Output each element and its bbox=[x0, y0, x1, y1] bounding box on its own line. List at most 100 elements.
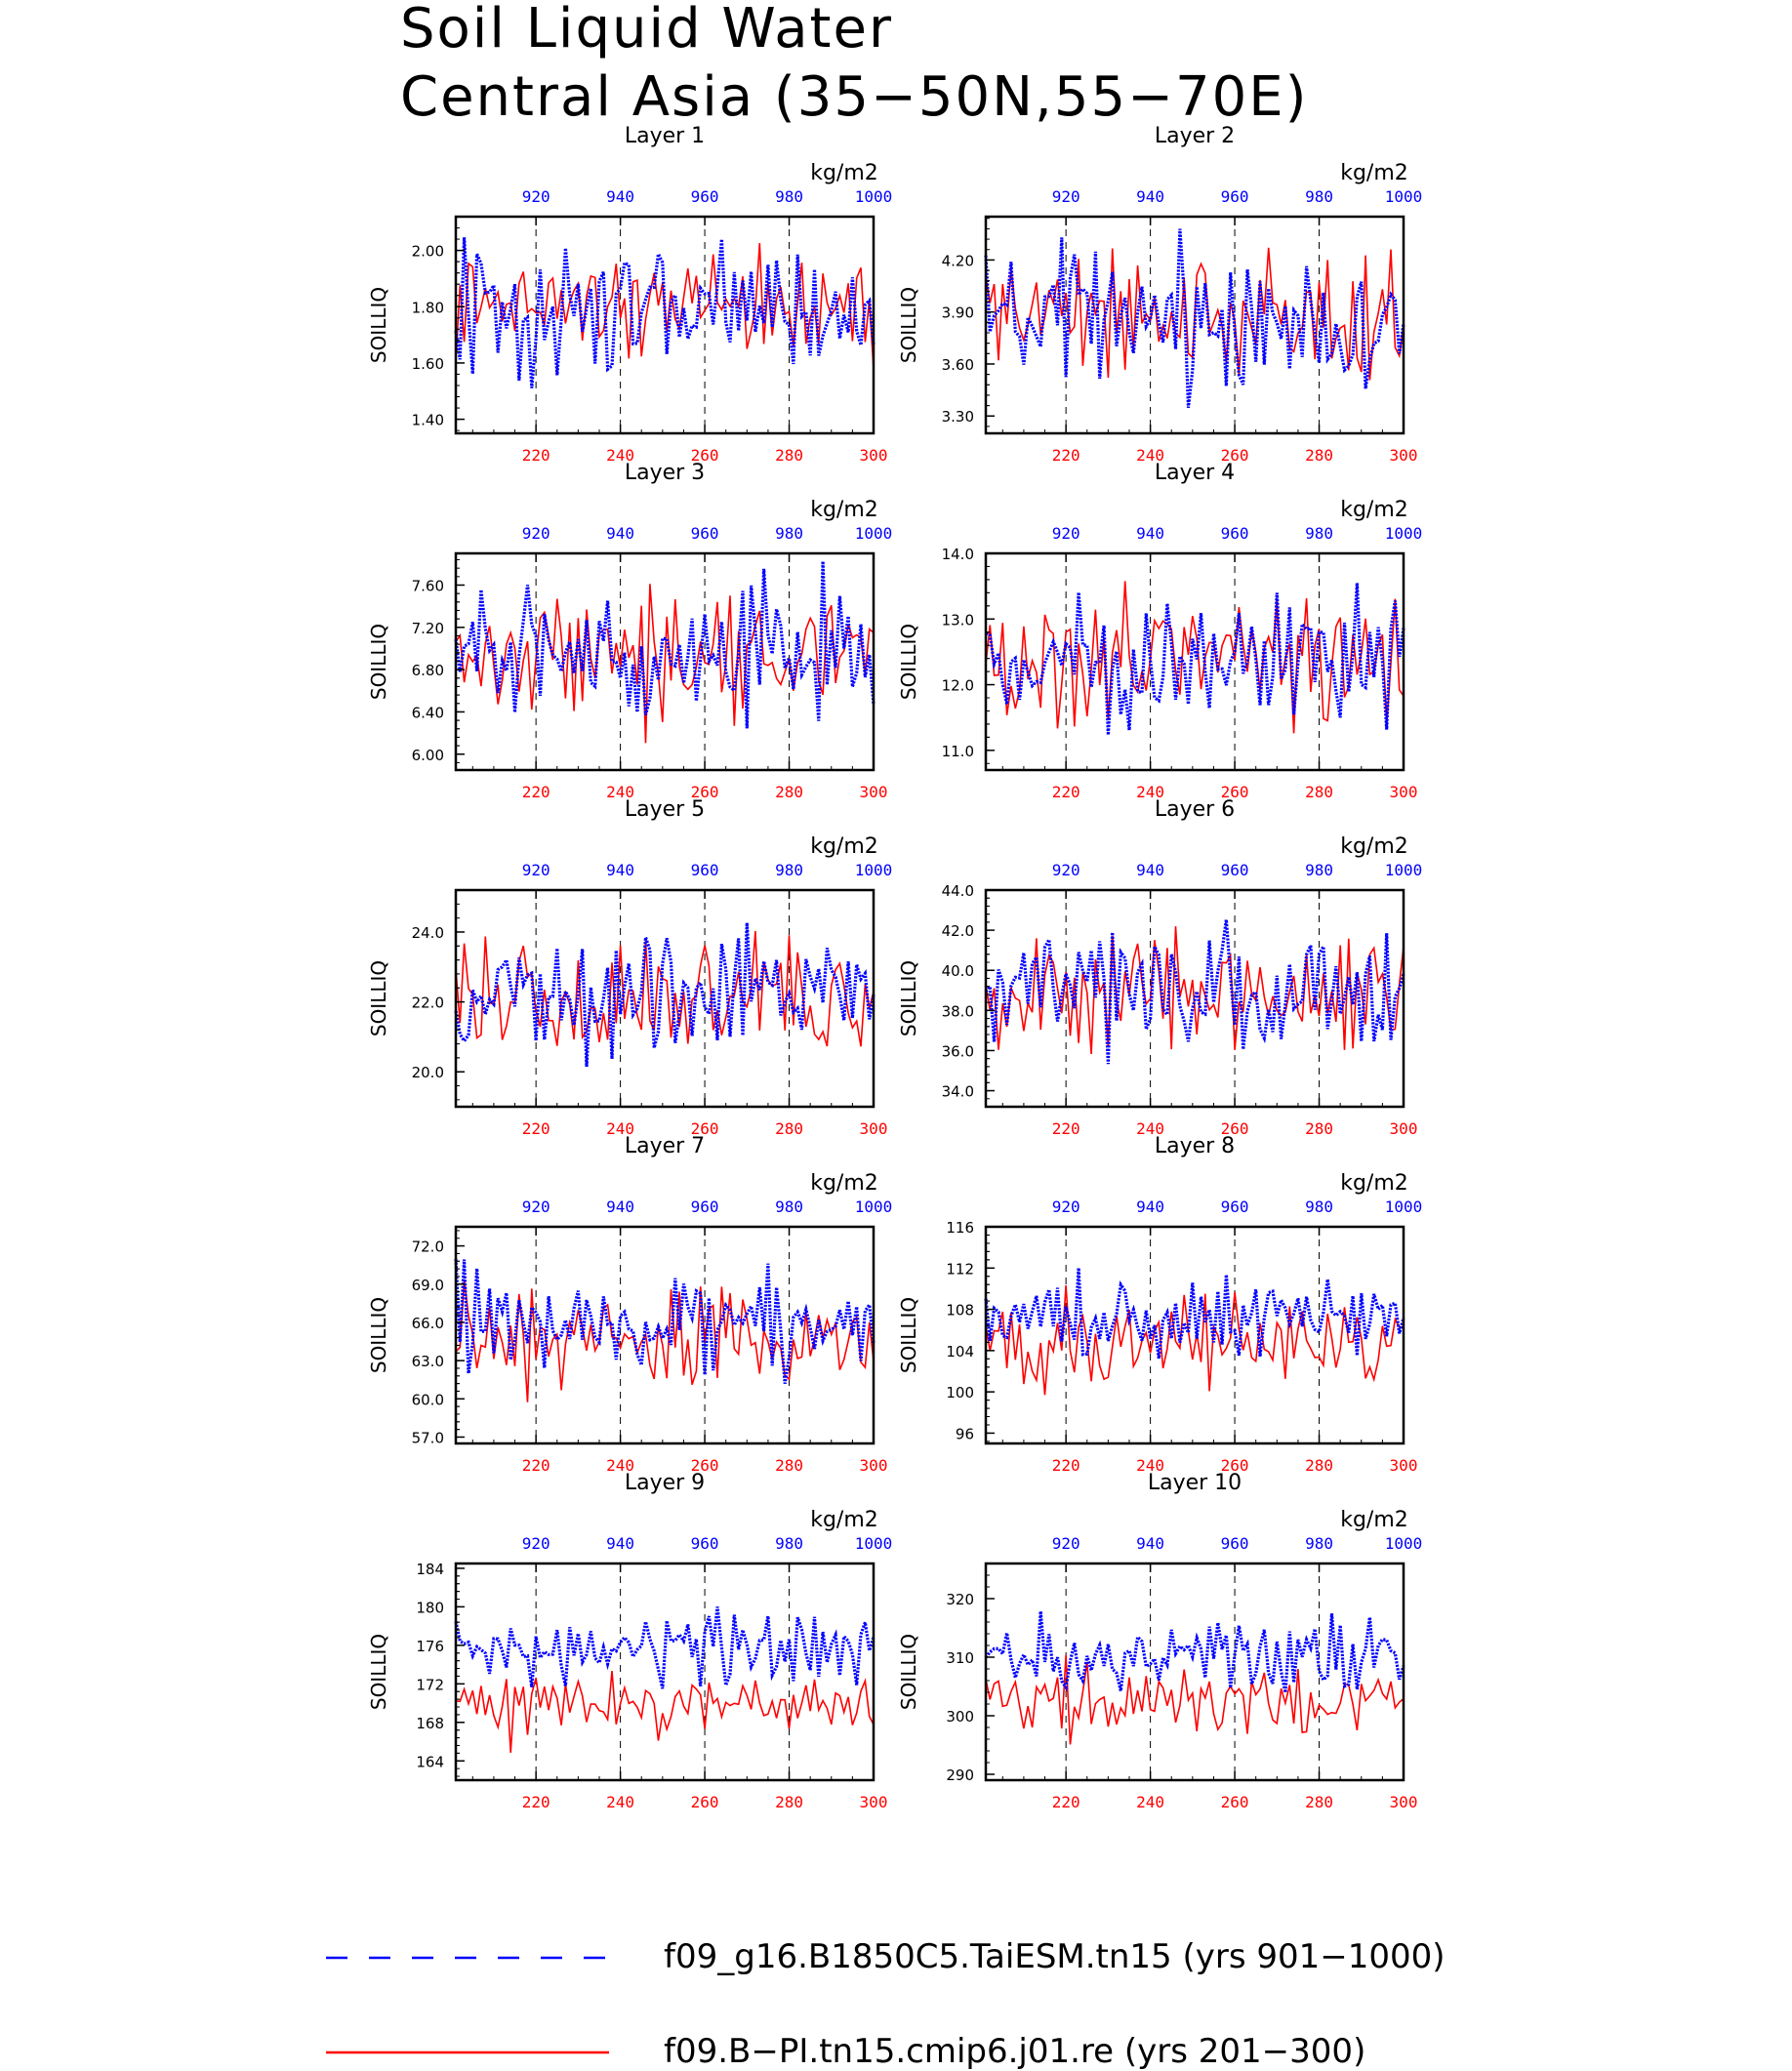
series-red-line bbox=[455, 243, 875, 370]
x-tick-label-top: 980 bbox=[775, 1198, 803, 1216]
x-tick-label-bottom: 280 bbox=[1305, 783, 1333, 801]
panel-title: Layer 2 bbox=[1155, 124, 1235, 148]
x-tick-label-bottom: 280 bbox=[775, 1119, 803, 1138]
y-tick-label: 320 bbox=[946, 1591, 974, 1608]
x-tick-label-bottom: 300 bbox=[860, 1456, 888, 1475]
x-tick-label-bottom: 280 bbox=[1305, 1456, 1333, 1475]
x-tick-label-bottom: 280 bbox=[775, 446, 803, 465]
x-tick-label-bottom: 240 bbox=[1136, 783, 1164, 801]
plot-frame bbox=[454, 888, 876, 1109]
units-label: kg/m2 bbox=[1340, 1508, 1408, 1532]
x-tick-label-bottom: 280 bbox=[775, 783, 803, 801]
y-tick-label: 57.0 bbox=[412, 1429, 444, 1446]
panel-layer-1: Layer 1 kg/m2 1.40 1.60 1.80 2.00 220 240 260 280… bbox=[367, 124, 892, 465]
series-blue-line bbox=[984, 919, 1405, 1065]
series-blue-line bbox=[454, 237, 876, 388]
x-tick-label-top: 920 bbox=[522, 861, 550, 879]
units-label: kg/m2 bbox=[1340, 498, 1408, 522]
x-tick-label-top: 940 bbox=[1136, 1198, 1164, 1216]
x-tick-label-top: 920 bbox=[1052, 1534, 1080, 1553]
plot-frame bbox=[454, 551, 876, 772]
x-tick-label-bottom: 220 bbox=[1052, 1119, 1080, 1138]
y-tick-label: 6.40 bbox=[412, 704, 444, 721]
x-tick-label-bottom: 220 bbox=[1052, 446, 1080, 465]
x-tick-label-top: 980 bbox=[1305, 1198, 1333, 1216]
plot-frame bbox=[454, 215, 876, 435]
panel-grid: Layer 1 kg/m2 1.40 1.60 1.80 2.00 220 240 260 280… bbox=[367, 124, 1422, 1811]
x-tick-label-bottom: 240 bbox=[606, 1119, 634, 1138]
legend: f09_g16.B1850C5.TaiESM.tn15 (yrs 901−100… bbox=[326, 1937, 1446, 2071]
plot-frame bbox=[984, 1562, 1405, 1782]
x-tick-label-bottom: 300 bbox=[1390, 1793, 1418, 1811]
x-tick-label-bottom: 220 bbox=[1052, 783, 1080, 801]
x-tick-label-bottom: 260 bbox=[1221, 446, 1249, 465]
y-tick-label: 2.00 bbox=[412, 243, 444, 261]
x-tick-label-bottom: 260 bbox=[691, 1793, 719, 1811]
x-tick-label-bottom: 280 bbox=[1305, 1793, 1333, 1811]
x-tick-label-top: 1000 bbox=[1385, 1198, 1423, 1216]
series-blue-line bbox=[985, 583, 1405, 736]
y-tick-label: 34.0 bbox=[942, 1083, 974, 1101]
x-tick-label-top: 960 bbox=[691, 861, 719, 879]
x-tick-label-bottom: 260 bbox=[691, 1119, 719, 1138]
y-axis-label: SOILLIQ bbox=[367, 287, 390, 363]
y-axis-label: SOILLIQ bbox=[897, 1297, 920, 1373]
panel-layer-4: Layer 4 kg/m2 11.0 12.0 13.0 14.0 220 240 260 280… bbox=[897, 461, 1422, 801]
x-tick-label-bottom: 300 bbox=[860, 446, 888, 465]
x-tick-label-top: 960 bbox=[691, 524, 719, 543]
series-blue-line bbox=[454, 561, 876, 729]
x-tick-label-top: 920 bbox=[1052, 524, 1080, 543]
y-tick-label: 12.0 bbox=[942, 677, 974, 695]
y-axis-label: SOILLIQ bbox=[897, 287, 920, 363]
x-tick-label-bottom: 260 bbox=[1221, 1793, 1249, 1811]
x-tick-label-top: 1000 bbox=[855, 1198, 893, 1216]
y-tick-label: 96 bbox=[956, 1425, 974, 1442]
x-tick-label-bottom: 260 bbox=[691, 446, 719, 465]
series-red-line bbox=[985, 1285, 1405, 1396]
x-tick-label-bottom: 220 bbox=[522, 1119, 550, 1138]
y-tick-label: 168 bbox=[416, 1715, 444, 1732]
plot-frame bbox=[984, 551, 1405, 772]
y-tick-label: 1.60 bbox=[412, 355, 444, 373]
panel-title: Layer 4 bbox=[1155, 461, 1235, 485]
x-tick-label-top: 960 bbox=[1221, 524, 1249, 543]
panel-title: Layer 1 bbox=[625, 124, 705, 148]
x-tick-label-bottom: 220 bbox=[1052, 1456, 1080, 1475]
x-tick-label-bottom: 240 bbox=[606, 1793, 634, 1811]
x-tick-label-top: 1000 bbox=[855, 1534, 893, 1553]
x-tick-label-top: 1000 bbox=[855, 524, 893, 543]
y-tick-label: 108 bbox=[946, 1302, 974, 1320]
x-tick-label-top: 920 bbox=[522, 1534, 550, 1553]
x-tick-label-top: 1000 bbox=[1385, 187, 1423, 206]
x-tick-label-top: 980 bbox=[775, 187, 803, 206]
units-label: kg/m2 bbox=[810, 1171, 878, 1196]
y-tick-label: 7.60 bbox=[412, 577, 444, 594]
x-tick-label-bottom: 240 bbox=[606, 1456, 634, 1475]
y-tick-label: 100 bbox=[946, 1384, 974, 1401]
x-tick-label-top: 1000 bbox=[1385, 861, 1423, 879]
x-tick-label-top: 940 bbox=[606, 861, 634, 879]
plot-frame bbox=[984, 1225, 1405, 1445]
x-tick-label-top: 940 bbox=[1136, 524, 1164, 543]
x-tick-label-bottom: 240 bbox=[1136, 1456, 1164, 1475]
x-tick-label-top: 960 bbox=[1221, 861, 1249, 879]
x-tick-label-bottom: 240 bbox=[1136, 446, 1164, 465]
y-axis-label: SOILLIQ bbox=[367, 960, 390, 1036]
panel-layer-7: Layer 7 kg/m2 57.0 60.0 63.0 66.0 69.0 72.0 220 2… bbox=[367, 1134, 892, 1475]
y-tick-label: 20.0 bbox=[412, 1064, 444, 1081]
x-tick-label-top: 1000 bbox=[855, 187, 893, 206]
x-tick-label-bottom: 260 bbox=[691, 783, 719, 801]
plot-frame bbox=[454, 1562, 876, 1782]
series-blue-line bbox=[454, 1606, 876, 1689]
x-tick-label-bottom: 220 bbox=[522, 1793, 550, 1811]
y-tick-label: 172 bbox=[416, 1676, 444, 1693]
y-axis-label: SOILLIQ bbox=[367, 624, 390, 700]
y-tick-label: 14.0 bbox=[942, 546, 974, 563]
y-tick-label: 24.0 bbox=[412, 924, 444, 942]
panel-title: Layer 9 bbox=[625, 1471, 705, 1495]
x-tick-label-top: 980 bbox=[1305, 861, 1333, 879]
x-tick-label-top: 960 bbox=[1221, 1198, 1249, 1216]
figure-title-line2: Central Asia (35−50N,55−70E) bbox=[400, 65, 1309, 129]
x-tick-label-bottom: 260 bbox=[1221, 1456, 1249, 1475]
